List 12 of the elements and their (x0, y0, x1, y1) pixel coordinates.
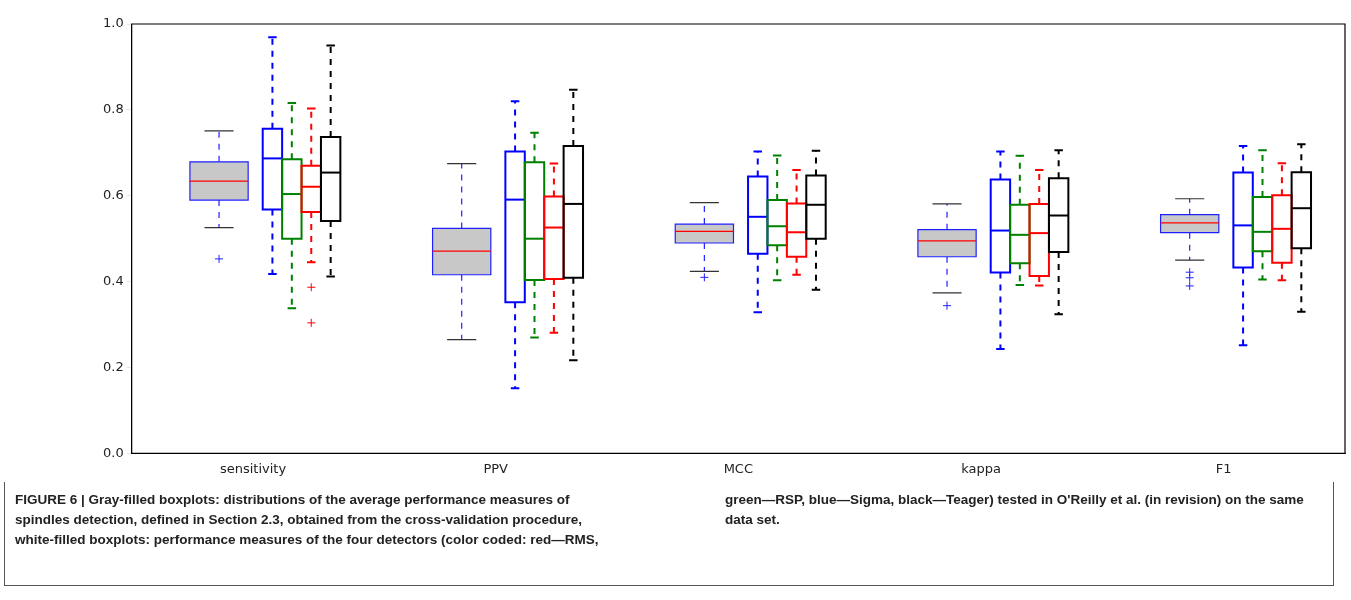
text: FIGURE 6 | Gray-filled boxplots: distributions of the average performance measures of spindles detection, defined in Section 2.3, obtained from the cross-validation procedure, white-filled boxplots: performance measures of the four detectors (color coded: red—RMS, green—RSP, blue—Sigma, black—Teager) tested in O'Reilly et al. (in revision) on the same data set. (15, 492, 1304, 547)
y-tick-label: 0.4 (102, 273, 124, 289)
y-tick-label: 0.6 (102, 187, 124, 203)
x-tick-label: kappa (961, 460, 1001, 476)
x-tick-label: MCC (723, 460, 754, 476)
y-tick-label: 0.8 (102, 101, 124, 117)
y-tick-label: 0.0 (102, 444, 124, 460)
x-tick-label: PPV (483, 460, 509, 476)
y-tick-label: 1.0 (102, 15, 124, 31)
y-tick-label: 0.2 (102, 358, 124, 374)
x-tick-label: sensitivity (219, 460, 287, 476)
x-tick-label: F1 (1215, 460, 1232, 476)
